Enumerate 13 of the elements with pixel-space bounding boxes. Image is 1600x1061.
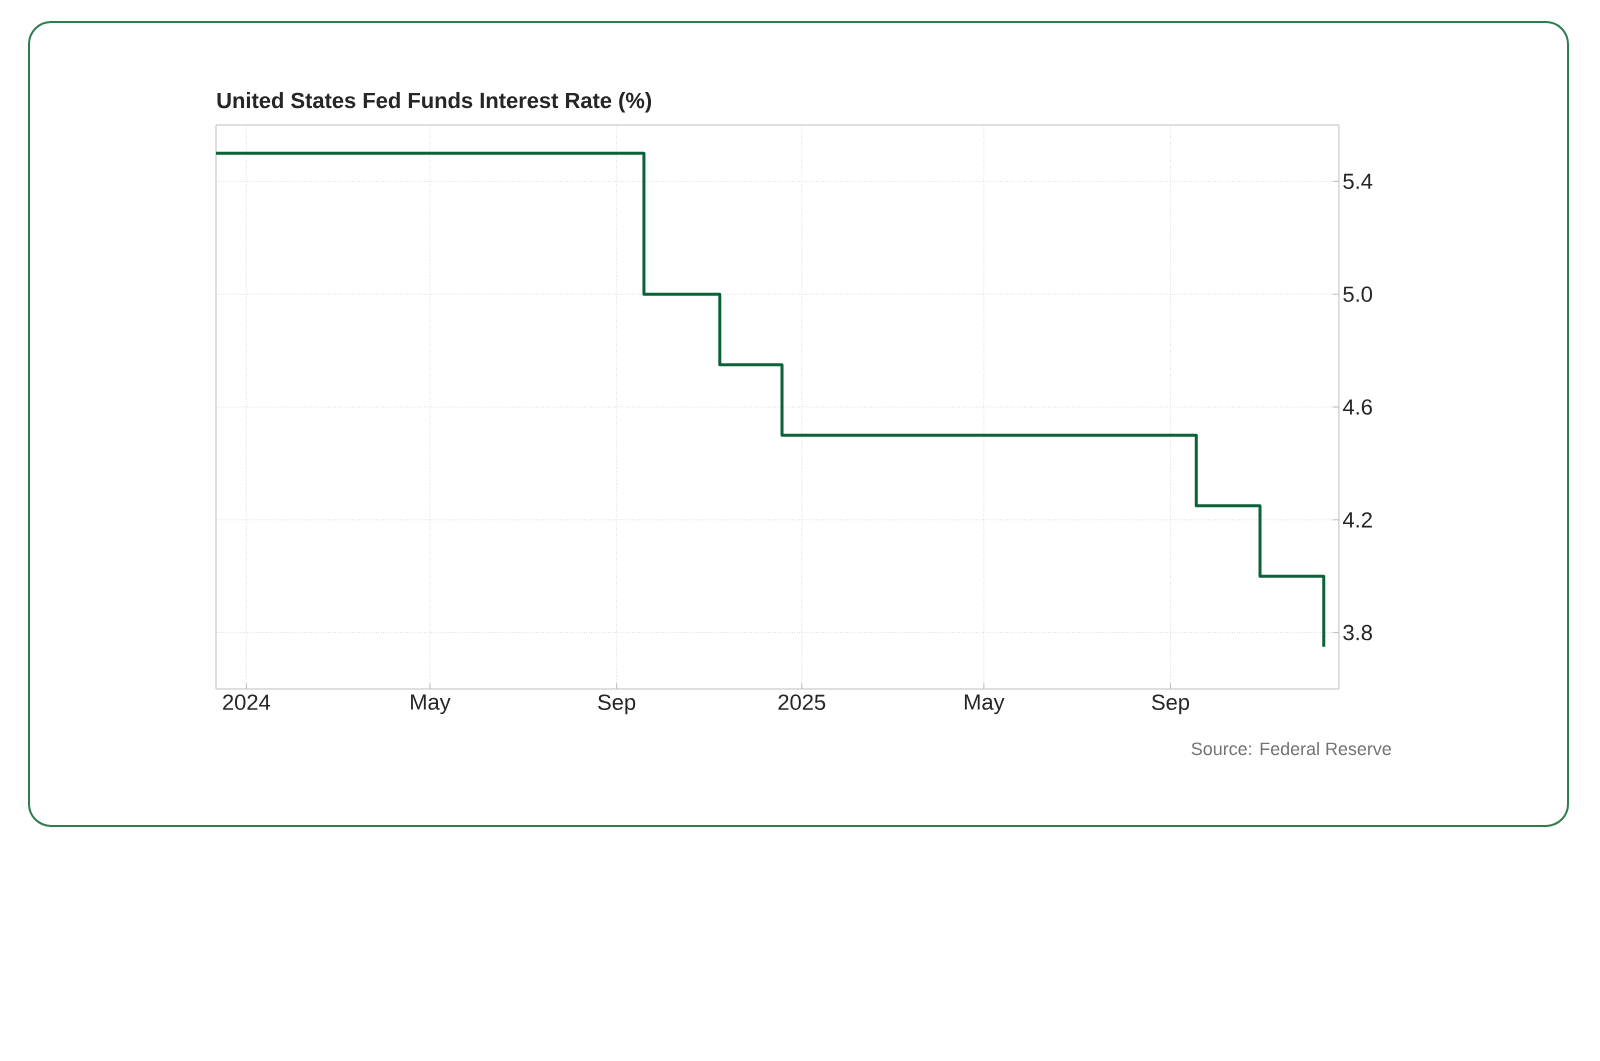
y-tick-label: 5.0 [1343,286,1373,302]
y-tick-label: 3.8 [1343,624,1372,641]
x-tick-label: May [964,694,1005,715]
y-tick-label: 4.6 [1342,399,1372,415]
x-tick-label: 2024 [223,694,271,711]
x-tick-label: Sep [1151,694,1190,715]
y-tick-label: 4.2 [1342,512,1372,528]
y-tick-label: 5.4 [1343,173,1373,190]
source-note: Source: Federal Reserve [1191,742,1391,756]
x-tick-label: Sep [598,694,636,715]
x-tick-label: 2025 [778,694,826,711]
chart-title: United States Fed Funds Interest Rate (%) [217,92,652,113]
x-tick-label: May [411,694,451,715]
